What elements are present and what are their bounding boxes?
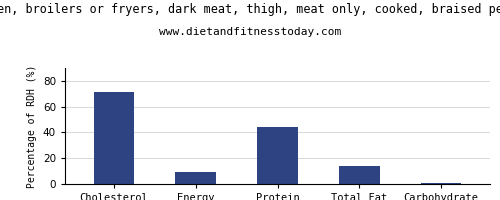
Y-axis label: Percentage of RDH (%): Percentage of RDH (%) [28,64,38,188]
Text: www.dietandfitnesstoday.com: www.dietandfitnesstoday.com [159,27,341,37]
Bar [420,183,462,184]
Bar [176,172,216,184]
Bar [94,92,134,184]
Text: en, broilers or fryers, dark meat, thigh, meat only, cooked, braised pe: en, broilers or fryers, dark meat, thigh… [0,3,500,16]
Bar [339,166,380,184]
Bar [257,127,298,184]
